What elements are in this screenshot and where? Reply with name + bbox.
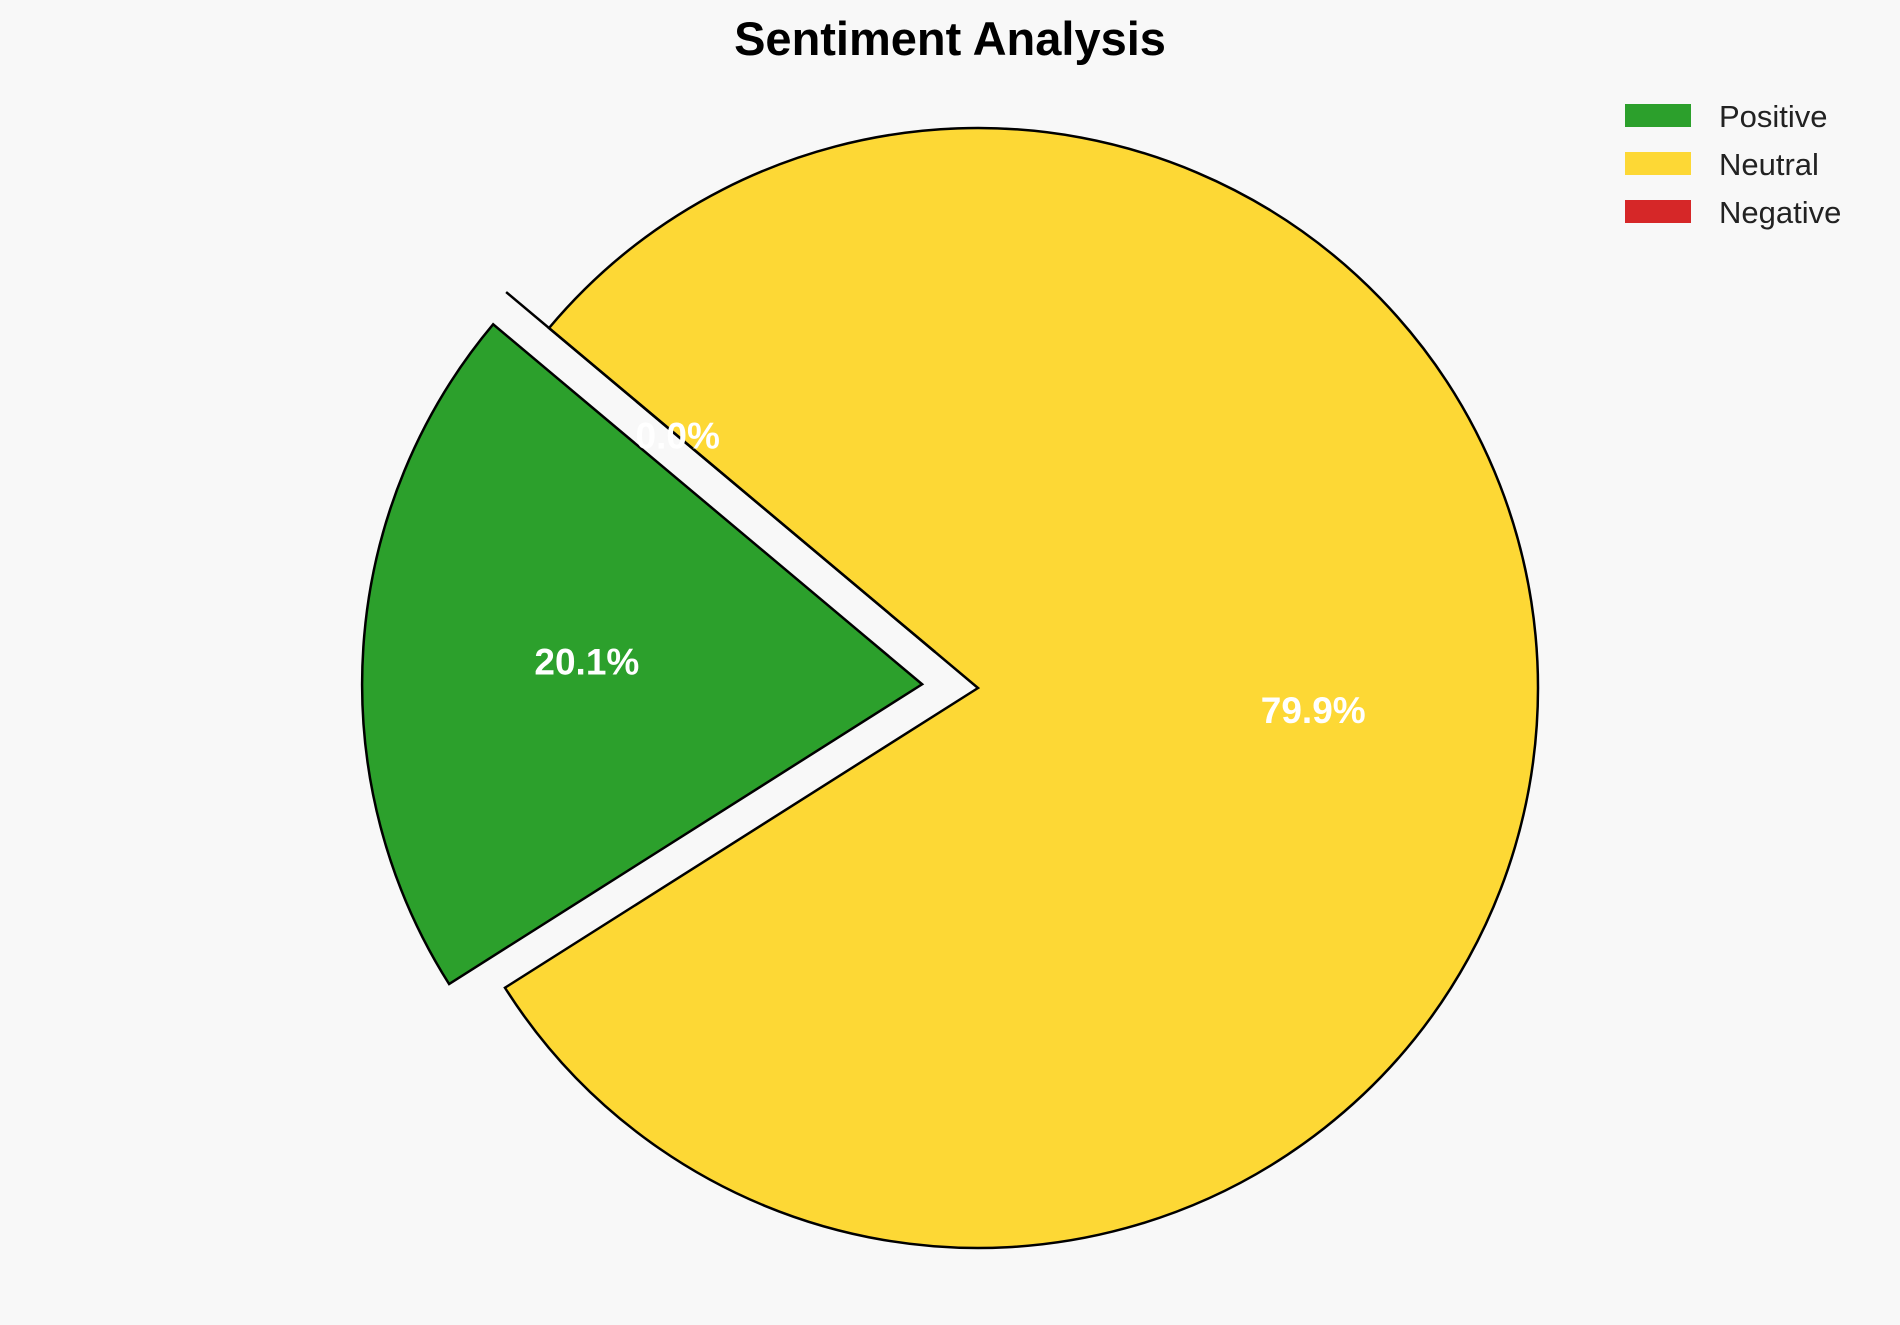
legend-swatch-neutral (1625, 152, 1691, 175)
pie-slice-positive (360, 322, 925, 986)
legend: Positive Neutral Negative (1625, 99, 1841, 230)
pie-labels: 20.1% 79.9% 0.0% (534, 416, 1365, 731)
legend-swatch-negative (1625, 200, 1691, 223)
legend-label-negative: Negative (1719, 195, 1841, 230)
pie-slice-neutral (503, 126, 1540, 1250)
pie-slices (360, 126, 1540, 1250)
legend-label-neutral: Neutral (1719, 147, 1819, 182)
legend-swatch-positive (1625, 104, 1691, 127)
pct-label-positive: 20.1% (534, 641, 639, 682)
pct-label-negative: 0.0% (636, 416, 720, 457)
pie-slice-negative (505, 291, 936, 653)
chart-title: Sentiment Analysis (734, 12, 1166, 65)
legend-label-positive: Positive (1719, 99, 1828, 134)
pct-label-neutral: 79.9% (1261, 690, 1366, 731)
